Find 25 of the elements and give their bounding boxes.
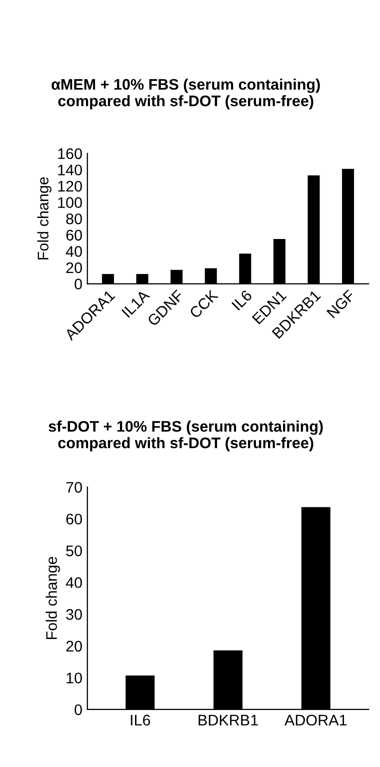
y-tick-label: 160 xyxy=(58,148,82,160)
y-tick-label: 50 xyxy=(66,545,82,556)
y-tick-label: 0 xyxy=(74,278,82,290)
y-tick-label: 80 xyxy=(66,213,82,224)
y-tick-label: 40 xyxy=(66,246,82,257)
y-tick-label: 20 xyxy=(66,640,82,652)
y-tick-label: 40 xyxy=(66,577,82,588)
y-tick-label: 60 xyxy=(66,514,82,525)
y-tick-label: 20 xyxy=(66,262,82,274)
y-tick-label: 100 xyxy=(58,197,82,208)
y-tick-label: 70 xyxy=(66,482,82,493)
x-tick-label: BDKRB1 xyxy=(198,714,258,726)
y-axis-title: Fold change xyxy=(46,556,60,640)
y-tick-label: 10 xyxy=(66,672,82,684)
y-tick-label: 60 xyxy=(66,230,82,241)
y-tick-label: 30 xyxy=(66,609,82,620)
chart-title: αMEM + 10% FBS (serum containing) compared with sf-DOT (serum-free) xyxy=(52,78,320,110)
y-axis-title: Fold change xyxy=(37,177,52,260)
y-tick-label: 140 xyxy=(58,164,82,176)
x-tick-label: ADORA1 xyxy=(284,714,347,726)
x-tick-label: IL6 xyxy=(130,714,150,726)
x-tick-label: IL6 xyxy=(231,289,253,311)
y-tick-label: 0 xyxy=(74,704,82,716)
chart-title: sf-DOT + 10% FBS (serum containing) compared with sf-DOT (serum-free) xyxy=(48,420,323,452)
y-tick-label: 120 xyxy=(58,180,82,192)
